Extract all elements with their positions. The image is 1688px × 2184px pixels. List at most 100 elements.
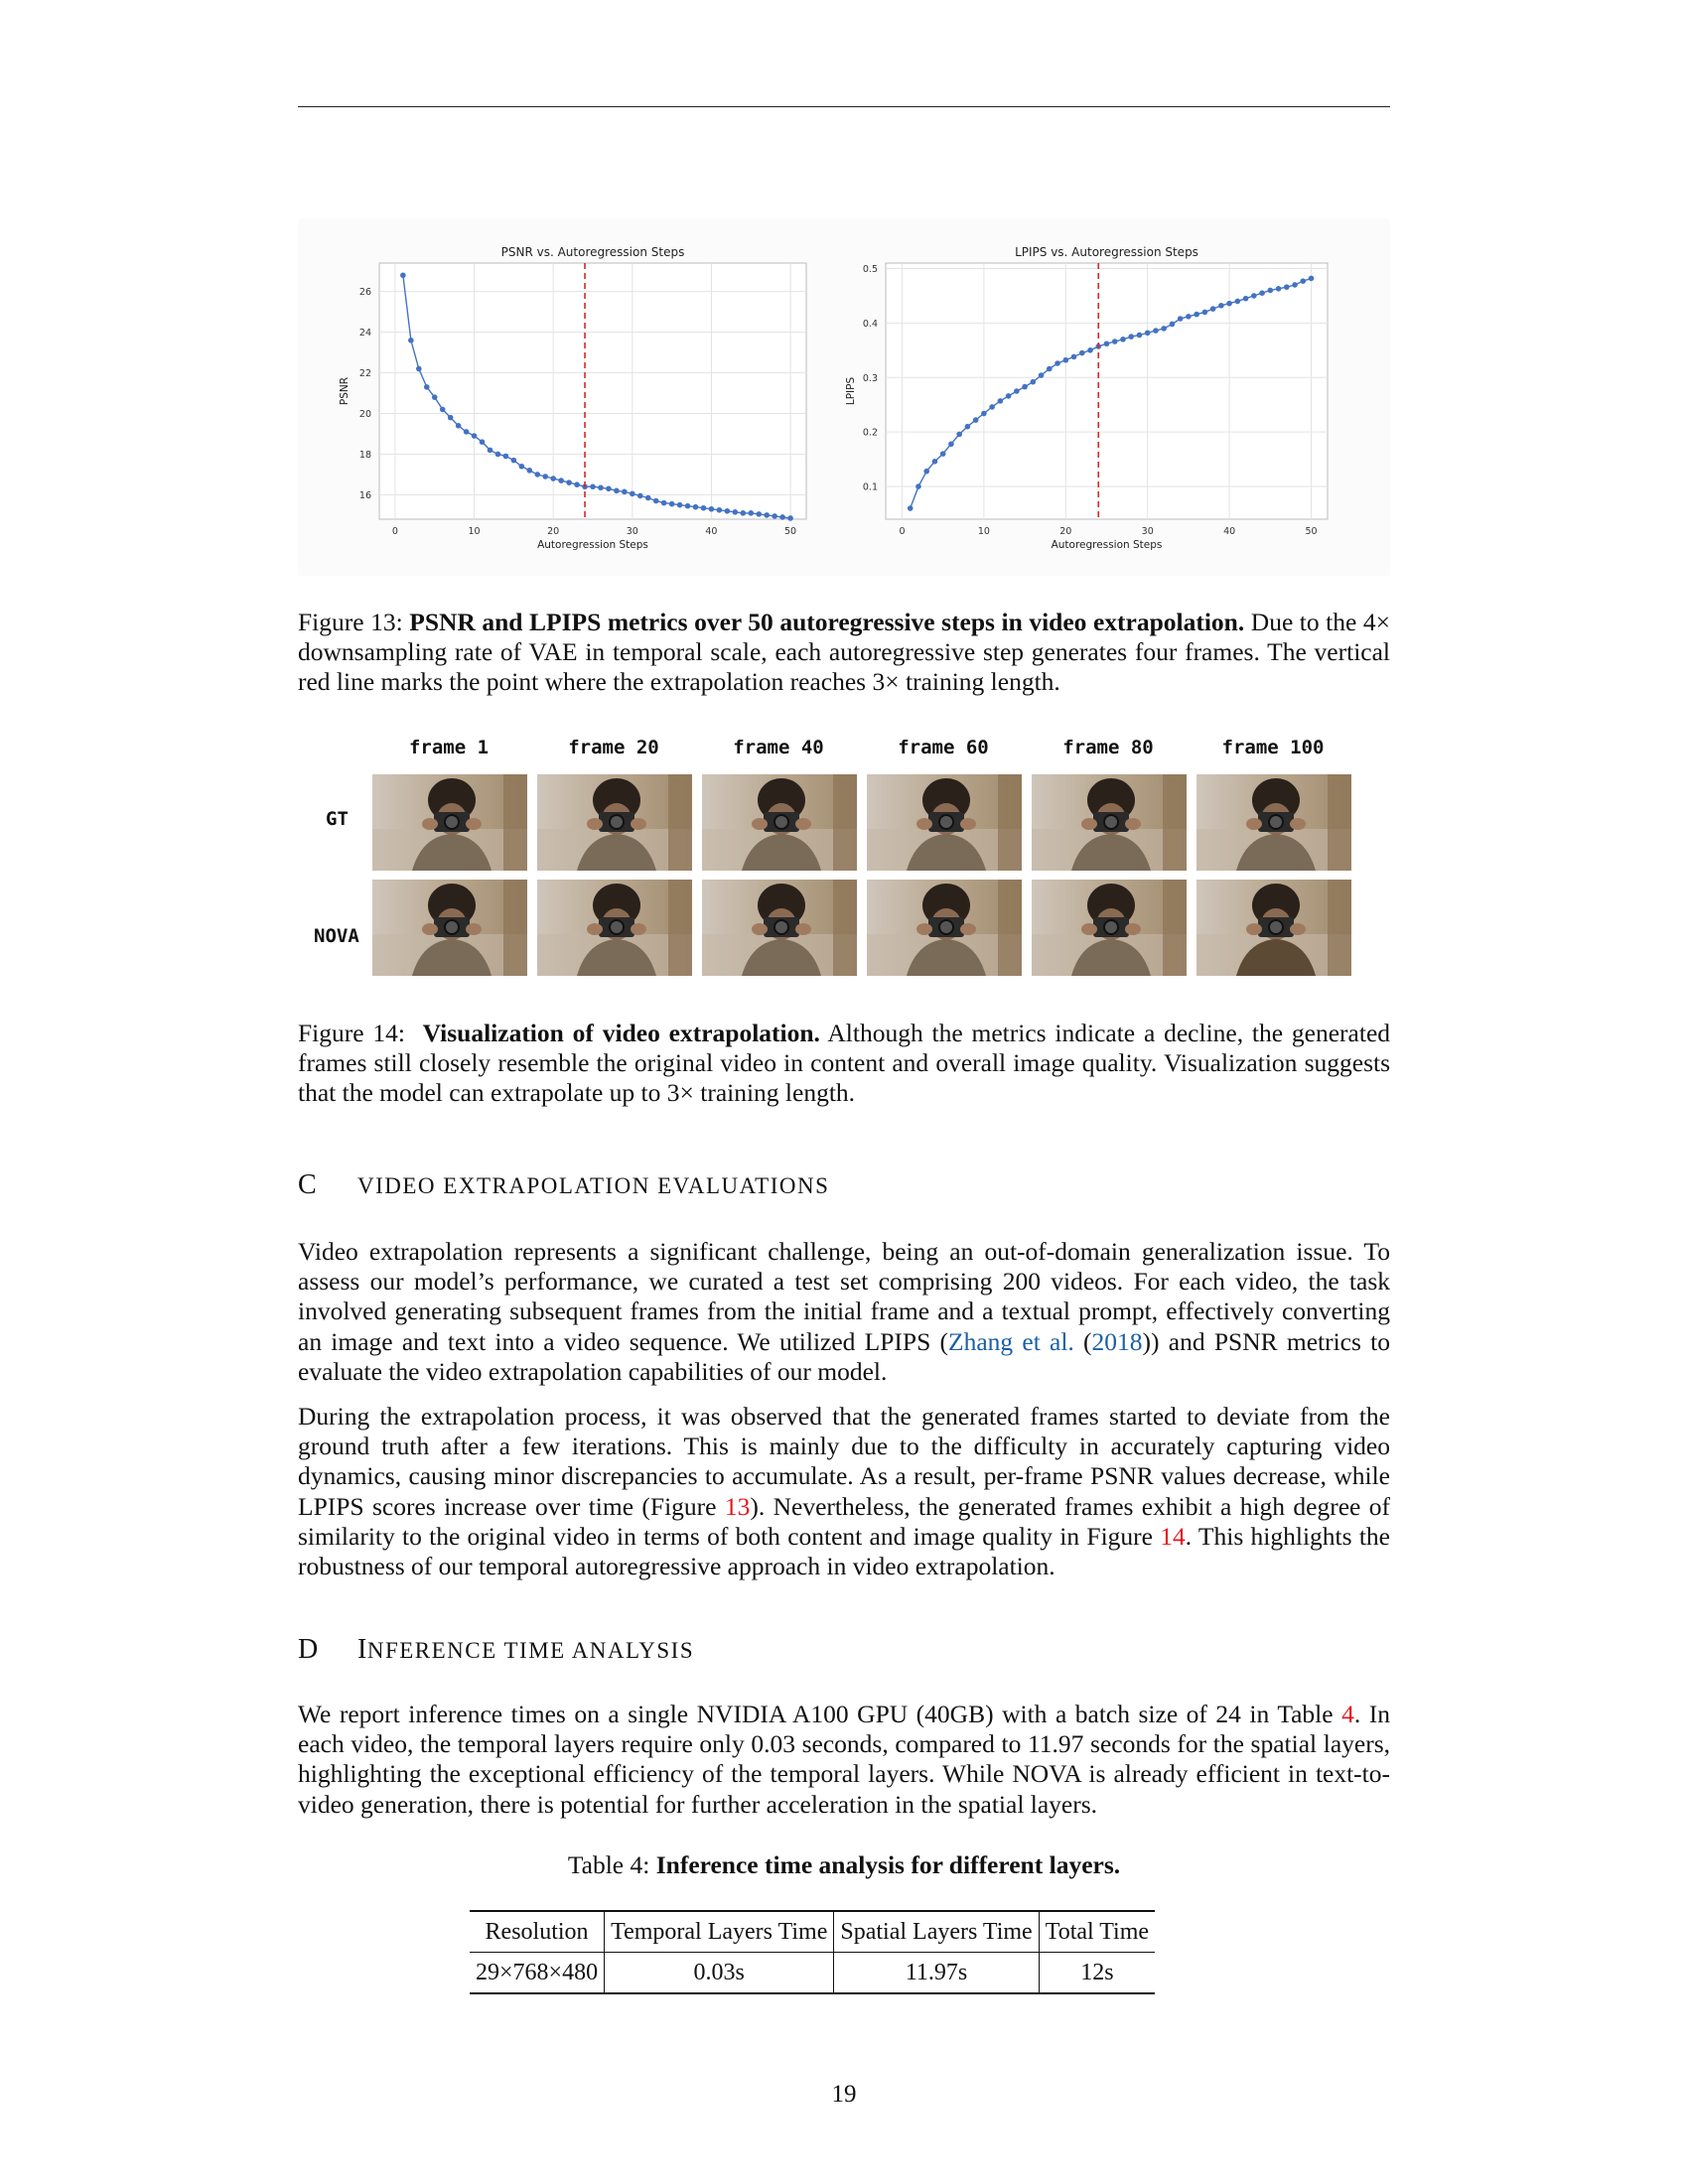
frame-label: frame 80 <box>1062 737 1154 758</box>
data-point <box>518 463 525 470</box>
data-point <box>1267 287 1274 294</box>
data-point <box>1201 309 1208 316</box>
video-frame-thumbnail <box>702 880 857 976</box>
section-c-heading: C VIDEO EXTRAPOLATION EVALUATIONS <box>298 1169 830 1200</box>
x-tick-label: 0 <box>899 526 905 537</box>
data-point <box>408 338 414 343</box>
x-tick-label: 20 <box>1059 526 1071 537</box>
x-tick-label: 10 <box>469 526 481 537</box>
frame-label: frame 1 <box>408 737 490 758</box>
x-tick-label: 0 <box>392 526 398 537</box>
data-point <box>1161 326 1167 332</box>
figure-13-charts: 0 10 20 30 40 50 16 18 20 22 24 26 PSNR vs. Autoregr… <box>298 218 1390 576</box>
data-point <box>1251 293 1257 299</box>
data-point <box>1120 337 1126 342</box>
data-point <box>590 483 596 490</box>
data-point <box>708 505 715 512</box>
data-point <box>972 417 979 423</box>
y-tick-label: 20 <box>359 409 371 420</box>
data-point <box>787 515 793 521</box>
figure-14-ref-link[interactable]: 14 <box>1160 1521 1186 1551</box>
x-tick-label: 40 <box>1223 526 1235 537</box>
table-header-cell: Temporal Layers Time <box>604 1911 834 1953</box>
y-tick-label: 0.5 <box>863 264 878 275</box>
data-point <box>684 502 691 509</box>
data-point <box>614 487 620 494</box>
data-point <box>964 423 971 430</box>
data-point <box>644 494 651 501</box>
video-frame-thumbnail <box>867 774 1022 871</box>
data-point <box>716 506 723 513</box>
data-point <box>1103 341 1110 347</box>
table-4-ref-link[interactable]: 4 <box>1341 1700 1354 1728</box>
data-point <box>923 468 930 475</box>
y-tick-label: 22 <box>359 368 371 379</box>
data-point <box>668 500 675 507</box>
data-point <box>1275 286 1282 292</box>
x-tick-label: 40 <box>705 526 717 537</box>
data-point <box>1177 316 1184 322</box>
data-point <box>455 423 462 429</box>
section-c-paragraph-2: During the extrapolation process, it was… <box>298 1402 1390 1581</box>
data-point <box>989 404 995 410</box>
table-cell: 0.03s <box>604 1952 834 1993</box>
data-point <box>772 513 777 519</box>
data-point <box>471 433 478 439</box>
data-point <box>558 478 564 483</box>
data-point <box>660 499 667 506</box>
video-frame-thumbnail <box>1032 774 1187 871</box>
video-frame-thumbnail <box>372 880 527 976</box>
table-cell: 29×768×480 <box>476 1959 599 1985</box>
data-point <box>948 441 954 448</box>
data-point <box>1136 332 1143 339</box>
frame-label: frame 100 <box>1221 737 1325 758</box>
y-tick-label: 0.3 <box>863 373 878 384</box>
data-point <box>494 451 501 458</box>
data-point <box>1144 330 1151 337</box>
citation-link[interactable]: Zhang et al. <box>948 1326 1074 1356</box>
video-frame-thumbnail <box>1196 774 1351 871</box>
x-tick-label: 30 <box>627 526 638 537</box>
data-point <box>606 485 612 492</box>
figure-14-caption: Figure 14: Visualization of video extrap… <box>298 1019 1391 1107</box>
x-axis-label: Autoregression Steps <box>537 539 648 551</box>
data-point <box>439 406 446 413</box>
data-point <box>1062 356 1069 363</box>
section-d-paragraph: We report inference times on a single NV… <box>298 1700 1390 1819</box>
data-point <box>764 512 770 518</box>
figure-14: frame 1 frame 20 frame 40 frame 60 frame… <box>298 737 1390 976</box>
y-tick-label: 0.2 <box>863 428 878 439</box>
data-point <box>1030 378 1037 385</box>
table-header-cell: Spatial Layers Time <box>833 1911 1040 1953</box>
frame-label: frame 40 <box>733 737 824 758</box>
data-point <box>502 453 509 460</box>
data-point <box>700 504 707 511</box>
x-tick-label: 50 <box>784 526 796 537</box>
data-point <box>1242 295 1249 302</box>
data-point <box>1259 290 1265 296</box>
data-point <box>1169 321 1176 328</box>
data-point <box>400 272 406 279</box>
figure-13-ref-link[interactable]: 13 <box>724 1491 751 1521</box>
y-tick-label: 24 <box>359 328 371 339</box>
row-label-nova: NOVA <box>314 925 359 947</box>
x-tick-label: 50 <box>1305 526 1317 537</box>
table-header-cell: Resolution <box>485 1918 589 1945</box>
section-c-paragraph-1: Video extrapolation represents a signifi… <box>298 1237 1390 1386</box>
citation-year-link[interactable]: 2018 <box>1091 1326 1143 1356</box>
data-point <box>1111 339 1118 344</box>
data-point <box>1022 383 1028 390</box>
data-point <box>1070 353 1077 360</box>
data-point <box>447 414 454 421</box>
header-rule <box>298 106 1390 107</box>
video-frame-thumbnail <box>702 774 857 871</box>
data-point <box>1005 393 1012 399</box>
plot-area <box>885 262 1329 520</box>
table-cell: 12s <box>1038 1952 1156 1993</box>
data-point <box>574 481 580 487</box>
page-number: 19 <box>831 2081 857 2108</box>
data-point <box>1194 311 1199 318</box>
plot-area <box>378 262 807 520</box>
data-point <box>676 501 683 508</box>
figure-13-caption: Figure 13: PSNR and LPIPS metrics over 5… <box>298 608 1391 696</box>
